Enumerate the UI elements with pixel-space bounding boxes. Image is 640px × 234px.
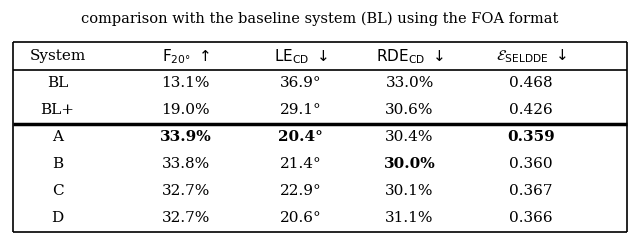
Text: 13.1%: 13.1% xyxy=(161,76,210,90)
Text: 0.367: 0.367 xyxy=(509,184,553,198)
Text: 29.1°: 29.1° xyxy=(280,103,322,117)
Text: D: D xyxy=(51,211,64,225)
Text: 33.0%: 33.0% xyxy=(385,76,434,90)
Text: 0.360: 0.360 xyxy=(509,157,553,171)
Text: $\mathrm{RDE}_\mathrm{CD}\ \downarrow$: $\mathrm{RDE}_\mathrm{CD}\ \downarrow$ xyxy=(376,47,444,66)
Text: 30.6%: 30.6% xyxy=(385,103,434,117)
Text: 22.9°: 22.9° xyxy=(280,184,322,198)
Text: 30.4%: 30.4% xyxy=(385,130,434,144)
Text: C: C xyxy=(52,184,63,198)
Text: 0.359: 0.359 xyxy=(508,130,555,144)
Text: 32.7%: 32.7% xyxy=(161,184,210,198)
Text: 21.4°: 21.4° xyxy=(280,157,322,171)
Text: comparison with the baseline system (BL) using the FOA format: comparison with the baseline system (BL)… xyxy=(81,12,559,26)
Text: 20.6°: 20.6° xyxy=(280,211,322,225)
Text: 20.4°: 20.4° xyxy=(278,130,323,144)
Text: System: System xyxy=(29,49,86,63)
Text: 0.366: 0.366 xyxy=(509,211,553,225)
Text: B: B xyxy=(52,157,63,171)
Text: 31.1%: 31.1% xyxy=(385,211,434,225)
Text: 0.426: 0.426 xyxy=(509,103,553,117)
Text: 19.0%: 19.0% xyxy=(161,103,210,117)
Text: A: A xyxy=(52,130,63,144)
Text: $\mathcal{E}_\mathrm{SELDDE}\ \downarrow$: $\mathcal{E}_\mathrm{SELDDE}\ \downarrow… xyxy=(495,47,567,65)
Text: $\mathrm{LE}_\mathrm{CD}\ \downarrow$: $\mathrm{LE}_\mathrm{CD}\ \downarrow$ xyxy=(274,47,328,66)
Text: 0.468: 0.468 xyxy=(509,76,553,90)
Text: BL: BL xyxy=(47,76,68,90)
Text: 32.7%: 32.7% xyxy=(161,211,210,225)
Text: $\mathrm{F}_{20°}\ \uparrow$: $\mathrm{F}_{20°}\ \uparrow$ xyxy=(162,47,209,66)
Text: 33.9%: 33.9% xyxy=(160,130,211,144)
Text: 33.8%: 33.8% xyxy=(161,157,210,171)
Text: 30.1%: 30.1% xyxy=(385,184,434,198)
Text: 36.9°: 36.9° xyxy=(280,76,322,90)
Text: BL+: BL+ xyxy=(40,103,75,117)
Text: 30.0%: 30.0% xyxy=(384,157,435,171)
